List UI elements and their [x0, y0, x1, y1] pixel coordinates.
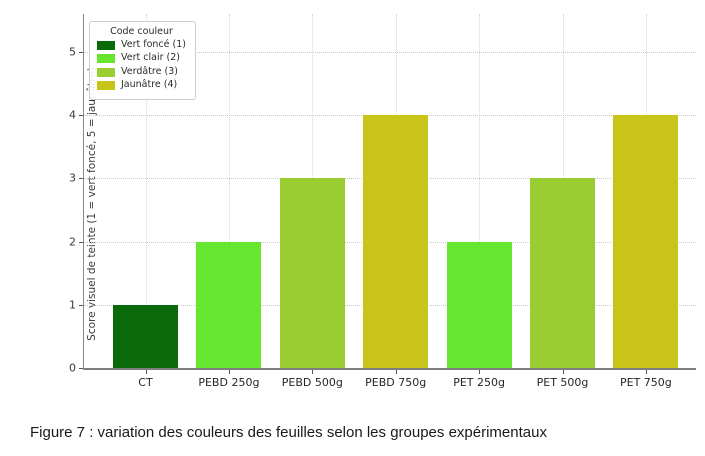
y-tick-mark — [78, 368, 83, 369]
bar-pebd-500g — [279, 178, 345, 368]
x-tick-label: PEBD 500g — [281, 376, 343, 389]
legend-swatch-icon — [97, 54, 115, 64]
legend-box: Code couleur Vert foncé (1) Vert clair (2… — [89, 21, 196, 100]
x-tick-mark — [145, 370, 147, 374]
figure-caption: Figure 7 : variation des couleurs des fe… — [30, 424, 547, 441]
legend-title: Code couleur — [110, 26, 173, 37]
y-tick-label: 1 — [69, 298, 76, 312]
y-tick-label: 4 — [69, 108, 76, 122]
y-tick-mark — [78, 178, 83, 180]
legend-swatch-icon — [97, 40, 115, 50]
v-gridline — [479, 14, 481, 368]
x-tick-mark — [645, 370, 647, 374]
y-tick-mark — [78, 51, 83, 53]
y-tick-mark — [78, 304, 83, 306]
legend-entry-label: Vert clair (2) — [121, 52, 180, 64]
x-tick-mark — [228, 370, 230, 374]
bar-pebd-750g — [363, 115, 429, 368]
bar-pebd-250g — [196, 241, 262, 368]
legend-entry-label: Verdâtre (3) — [121, 65, 178, 77]
bar-pet-750g — [613, 115, 679, 368]
x-tick-label: PET 750g — [620, 376, 672, 389]
legend-entry-label: Vert foncé (1) — [121, 39, 186, 50]
y-tick-mark — [78, 115, 83, 117]
x-tick-mark — [562, 370, 564, 374]
y-tick-label: 3 — [69, 171, 76, 185]
x-tick-mark — [479, 370, 481, 374]
y-tick-mark — [78, 241, 83, 243]
legend-swatch-icon — [97, 67, 115, 77]
legend-entry-label: Jaunâtre (4) — [121, 79, 178, 91]
x-tick-mark — [312, 370, 314, 374]
legend-swatch-icon — [97, 81, 115, 91]
bar-chart-plot-area: Score visuel de teinte (1 = vert foncé, … — [69, 14, 696, 388]
legend-entry: Vert foncé (1) — [97, 39, 186, 51]
x-tick-mark — [395, 370, 397, 374]
bar-pet-500g — [530, 178, 595, 368]
legend-entry: Jaunâtre (4) — [97, 79, 186, 91]
x-tick-label: CT — [138, 376, 153, 389]
legend-entry: Vert clair (2) — [97, 52, 186, 64]
v-gridline — [145, 14, 147, 368]
h-gridline — [84, 51, 696, 53]
y-tick-label: 5 — [69, 45, 76, 59]
x-tick-label: PET 500g — [536, 376, 589, 389]
y-tick-label: 2 — [69, 235, 76, 249]
y-tick-label: 0 — [69, 361, 76, 375]
v-gridline — [228, 14, 230, 368]
bar-ct — [113, 304, 178, 368]
x-tick-label: PEBD 750g — [365, 376, 427, 389]
legend-entry: Verdâtre (3) — [97, 65, 186, 78]
x-tick-label: PEBD 250g — [198, 376, 260, 389]
bar-pet-250g — [446, 241, 512, 368]
x-tick-label: PET 250g — [453, 376, 505, 389]
